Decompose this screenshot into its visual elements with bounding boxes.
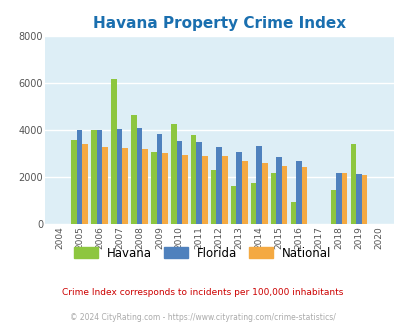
Bar <box>230 185 236 224</box>
Bar <box>91 130 96 224</box>
Bar <box>270 173 276 224</box>
Bar <box>241 161 247 224</box>
Bar <box>281 166 287 224</box>
Bar <box>256 146 261 224</box>
Bar <box>82 145 88 224</box>
Bar <box>171 124 176 224</box>
Title: Havana Property Crime Index: Havana Property Crime Index <box>92 16 345 31</box>
Bar <box>111 79 116 224</box>
Bar <box>350 145 355 224</box>
Bar <box>261 163 267 224</box>
Bar <box>210 170 216 224</box>
Bar <box>176 141 182 224</box>
Bar <box>301 167 307 224</box>
Bar <box>131 115 136 224</box>
Bar <box>361 175 367 224</box>
Legend: Havana, Florida, National: Havana, Florida, National <box>74 247 331 260</box>
Bar <box>102 147 108 224</box>
Text: © 2024 CityRating.com - https://www.cityrating.com/crime-statistics/: © 2024 CityRating.com - https://www.city… <box>70 313 335 322</box>
Bar <box>250 183 256 224</box>
Bar <box>116 129 122 224</box>
Bar <box>77 130 82 224</box>
Bar <box>290 202 296 224</box>
Bar <box>335 173 341 224</box>
Bar <box>341 173 346 224</box>
Bar <box>236 151 241 224</box>
Bar <box>156 134 162 224</box>
Bar <box>142 149 147 224</box>
Bar <box>96 130 102 224</box>
Bar <box>196 142 202 224</box>
Bar <box>202 156 207 224</box>
Bar <box>296 161 301 224</box>
Bar <box>136 128 142 224</box>
Bar <box>71 140 77 224</box>
Bar <box>355 174 361 224</box>
Bar <box>151 151 156 224</box>
Bar <box>216 147 222 224</box>
Bar <box>190 135 196 224</box>
Bar <box>182 155 187 224</box>
Bar <box>222 156 227 224</box>
Bar <box>162 153 167 224</box>
Bar <box>276 157 281 224</box>
Bar <box>330 190 335 224</box>
Bar <box>122 148 128 224</box>
Text: Crime Index corresponds to incidents per 100,000 inhabitants: Crime Index corresponds to incidents per… <box>62 287 343 297</box>
